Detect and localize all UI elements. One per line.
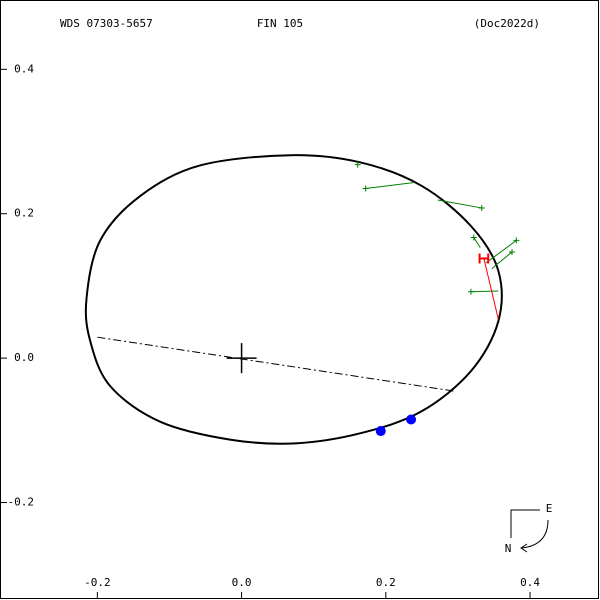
measure-residual [365, 182, 414, 189]
latest-error-bar [478, 253, 490, 264]
measure-residual [485, 240, 517, 264]
measure [478, 204, 485, 211]
compass-n: N [505, 542, 512, 555]
primary-star [226, 343, 257, 374]
orbit [84, 154, 503, 445]
line-of-nodes [97, 336, 456, 392]
latest-residual [483, 258, 499, 320]
compass [510, 509, 549, 553]
header-left: WDS 07303-5657 [60, 17, 153, 30]
measure [509, 248, 516, 255]
measure [362, 185, 369, 192]
y-tick-label: 0.0 [14, 351, 34, 364]
compass-axes [510, 509, 540, 538]
compass-e: E [546, 502, 553, 515]
y-tick-label: -0.2 [8, 496, 35, 509]
measure-residual [473, 237, 481, 248]
measure [513, 237, 520, 244]
header-center: FIN 105 [257, 17, 303, 30]
x-tick-label: -0.2 [84, 576, 111, 589]
header-right: (Doc2022d) [474, 17, 540, 30]
measure-residual [491, 251, 513, 269]
measure-residual [437, 199, 482, 209]
measure-residual [470, 290, 499, 293]
measure [354, 161, 361, 168]
measure [470, 234, 477, 241]
compass-arrow [521, 519, 549, 549]
x-tick-label: 0.2 [376, 576, 396, 589]
y-tick-label: 0.2 [14, 207, 34, 220]
y-tick-label: 0.4 [14, 62, 34, 75]
position-dot [375, 426, 386, 437]
x-tick-label: 0.4 [520, 576, 540, 589]
measure [467, 288, 474, 295]
compass-arrowhead [520, 543, 528, 553]
position-dot [406, 414, 417, 425]
x-tick-label: 0.0 [232, 576, 252, 589]
